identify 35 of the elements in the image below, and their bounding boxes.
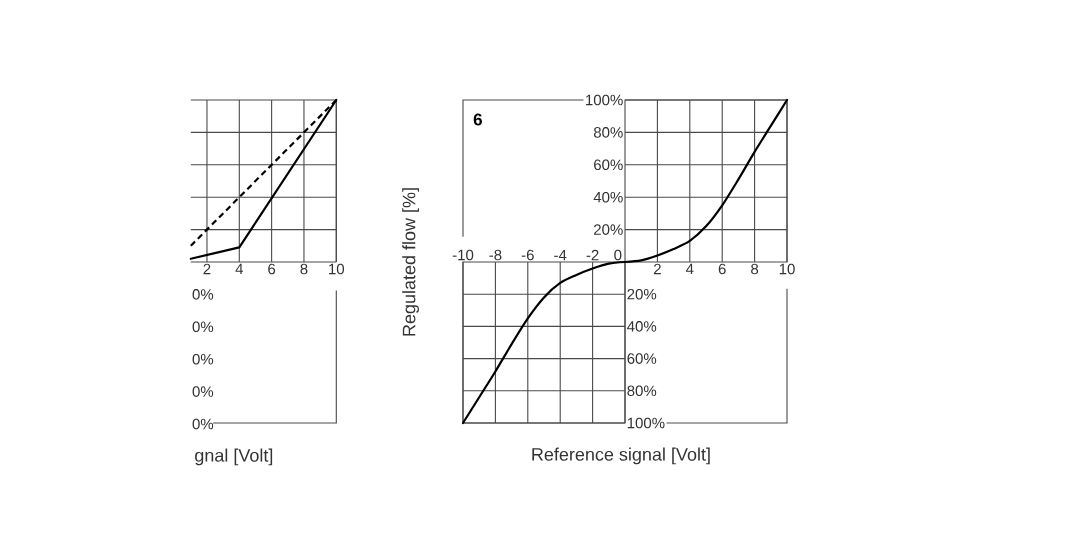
text: 0% bbox=[192, 418, 214, 430]
x-axis-title: Reference signal [Volt] bbox=[532, 447, 710, 465]
x-tick-label: -4 bbox=[554, 249, 567, 261]
x-axis-title: gnal [Volt] bbox=[195, 448, 273, 466]
x-tick-label: 8 bbox=[300, 263, 308, 275]
x-tick-label: -8 bbox=[489, 249, 502, 261]
x-tick-label: 4 bbox=[685, 263, 694, 275]
x-tick-label: -10 bbox=[452, 249, 474, 261]
y-tick-label: 100% bbox=[627, 417, 665, 429]
x-tick-label: 0 bbox=[614, 249, 622, 261]
x-tick-label: -6 bbox=[521, 249, 534, 261]
x-tick-label: 2 bbox=[203, 263, 211, 275]
text: 0% bbox=[192, 386, 214, 397]
y-tick-label: 60% bbox=[627, 353, 657, 364]
text: 0% bbox=[192, 289, 214, 300]
y-tick-label: 20% bbox=[594, 224, 623, 235]
x-tick-label: 8 bbox=[751, 263, 759, 275]
x-tick-label: 2 bbox=[653, 263, 661, 275]
text: 0% bbox=[192, 321, 214, 333]
x-tick-label: 4 bbox=[235, 263, 244, 275]
text: 6 bbox=[473, 113, 482, 126]
y-tick-label: 80% bbox=[593, 127, 623, 138]
x-tick-label: 6 bbox=[268, 263, 276, 275]
y-tick-label: 20% bbox=[627, 288, 657, 300]
y-tick-label: 60% bbox=[594, 159, 623, 171]
x-tick-label: 10 bbox=[779, 263, 795, 275]
y-axis-title: Regulated flow [%] bbox=[402, 188, 419, 336]
x-tick-label: -2 bbox=[586, 249, 599, 261]
x-tick-label: 6 bbox=[718, 263, 726, 275]
y-tick-label: 100% bbox=[586, 94, 623, 106]
y-tick-label: 40% bbox=[593, 191, 623, 203]
text: 0% bbox=[192, 353, 214, 365]
y-tick-label: 80% bbox=[627, 385, 657, 397]
y-tick-label: 40% bbox=[627, 321, 657, 332]
x-tick-label: 10 bbox=[329, 263, 345, 275]
